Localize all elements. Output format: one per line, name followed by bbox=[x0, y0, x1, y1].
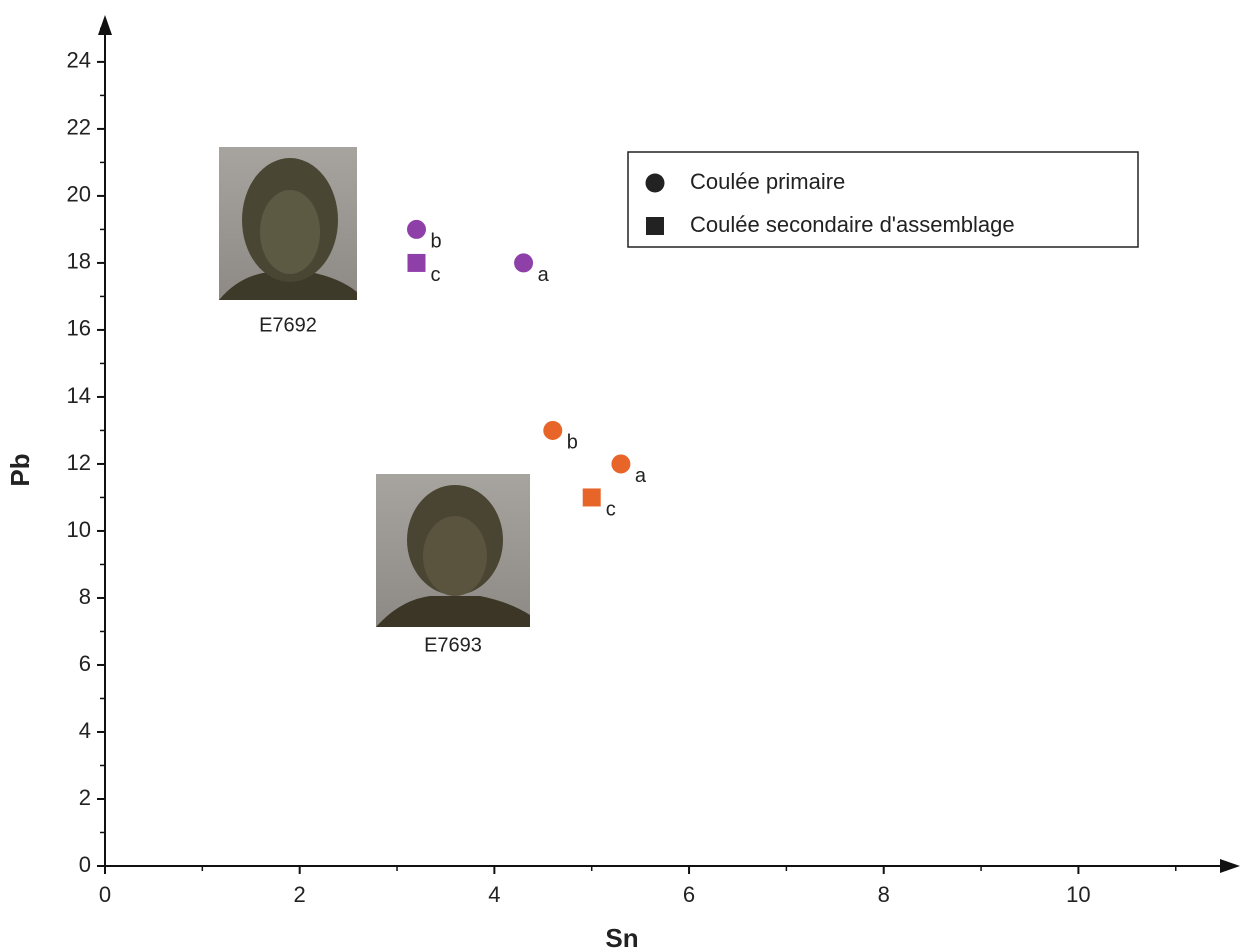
x-tick-label: 8 bbox=[878, 882, 890, 907]
legend-text: Coulée secondaire d'assemblage bbox=[690, 212, 1015, 237]
caption: E7692 bbox=[259, 314, 317, 336]
y-tick-label: 2 bbox=[79, 785, 91, 810]
point-label: c bbox=[606, 499, 616, 521]
y-tick-label: 16 bbox=[67, 316, 91, 341]
point-label: a bbox=[635, 465, 647, 487]
point-label: c bbox=[430, 264, 440, 286]
photo-e7693 bbox=[376, 474, 530, 627]
photo-e7692 bbox=[219, 147, 357, 300]
y-axis-title: Pb bbox=[5, 453, 35, 486]
x-tick-label: 4 bbox=[488, 882, 500, 907]
legend-marker bbox=[645, 173, 665, 193]
y-tick-label: 24 bbox=[67, 48, 91, 73]
data-point bbox=[582, 488, 601, 507]
legend-box bbox=[627, 151, 1139, 248]
x-axis-arrow bbox=[1220, 859, 1240, 873]
data-point bbox=[407, 253, 426, 272]
y-tick-label: 8 bbox=[79, 584, 91, 609]
caption: E7693 bbox=[424, 634, 482, 656]
x-axis-title: Sn bbox=[605, 923, 638, 951]
y-tick-label: 12 bbox=[67, 450, 91, 475]
point-label: b bbox=[567, 432, 578, 454]
y-tick-label: 22 bbox=[67, 115, 91, 140]
x-tick-label: 0 bbox=[99, 882, 111, 907]
y-tick-label: 18 bbox=[67, 249, 91, 274]
data-point bbox=[514, 253, 534, 273]
y-tick-label: 20 bbox=[67, 182, 91, 207]
y-tick-label: 6 bbox=[79, 651, 91, 676]
y-tick-label: 10 bbox=[67, 517, 91, 542]
legend-marker bbox=[646, 217, 664, 235]
y-axis-arrow bbox=[98, 15, 112, 35]
x-tick-label: 2 bbox=[294, 882, 306, 907]
data-point bbox=[611, 454, 631, 474]
point-label: a bbox=[538, 264, 550, 286]
y-tick-label: 14 bbox=[67, 383, 91, 408]
point-label: b bbox=[430, 231, 441, 253]
x-tick-label: 6 bbox=[683, 882, 695, 907]
data-point bbox=[543, 420, 563, 440]
data-point bbox=[406, 219, 426, 239]
x-tick-label: 10 bbox=[1066, 882, 1090, 907]
legend-text: Coulée primaire bbox=[690, 169, 845, 194]
y-tick-label: 0 bbox=[79, 852, 91, 877]
y-tick-label: 4 bbox=[79, 718, 91, 743]
